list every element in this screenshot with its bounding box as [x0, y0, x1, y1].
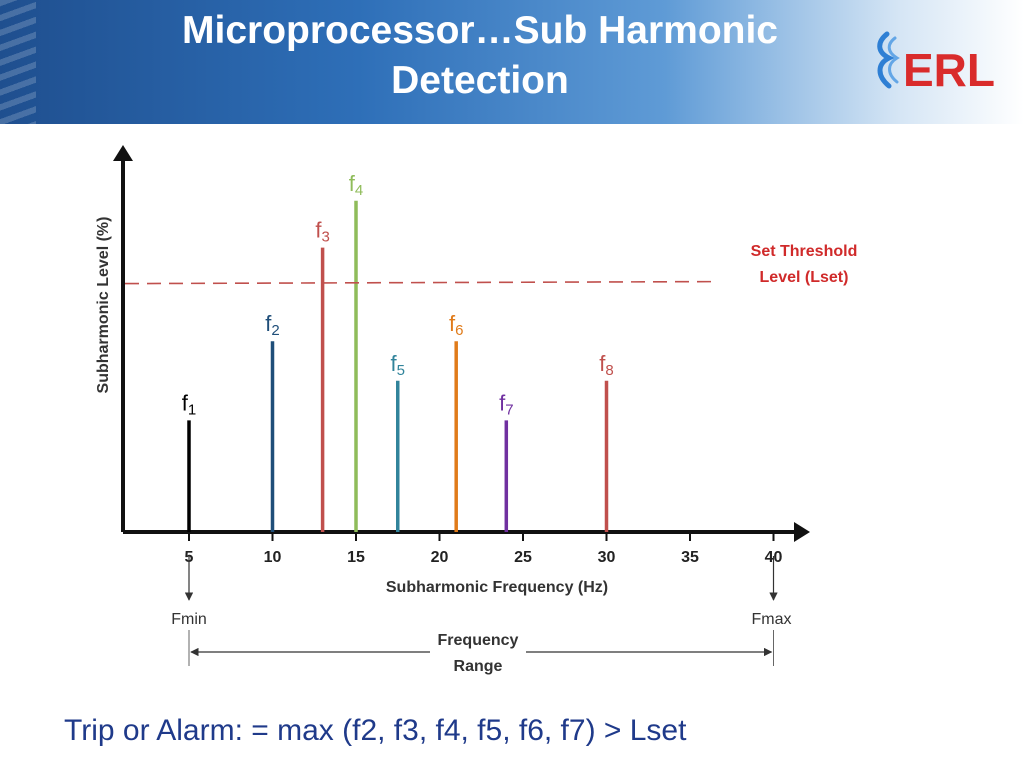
slide-title-line-1: Microprocessor…Sub Harmonic — [182, 9, 778, 52]
x-tick-label: 25 — [514, 549, 532, 566]
range-label-line-1: Frequency — [438, 632, 519, 649]
frequency-range-group: Fmin Fmax Frequency Range — [171, 556, 792, 675]
bar-label-f3: f3 — [315, 218, 329, 246]
bar-label-f1: f1 — [182, 390, 196, 418]
fmax-label: Fmax — [752, 611, 792, 628]
bar-label-f4: f4 — [349, 171, 363, 199]
x-tick-label: 20 — [431, 549, 449, 566]
y-axis-title: Subharmonic Level (%) — [95, 217, 112, 394]
logo-swoosh-icon — [877, 31, 895, 89]
x-tick-label: 10 — [264, 549, 282, 566]
threshold-label-line-2: Level (Lset) — [760, 269, 849, 286]
x-axis-arrow-icon — [794, 522, 810, 542]
threshold-line — [124, 280, 716, 285]
header-decoration — [0, 0, 36, 124]
logo-text: ERL — [903, 44, 995, 96]
erl-logo: ERL — [877, 31, 995, 96]
x-tick-label: 15 — [347, 549, 365, 566]
trip-alarm-formula: Trip or Alarm: = max (f2, f3, f4, f5, f6… — [64, 714, 687, 747]
bar-label-f7: f7 — [499, 390, 513, 418]
threshold-label-line-1: Set Threshold — [751, 243, 858, 260]
slide-title-line-2: Detection — [391, 59, 569, 102]
fmin-label: Fmin — [171, 611, 207, 628]
slide-title: Microprocessor…Sub Harmonic Detection — [90, 6, 870, 106]
y-axis-arrow-icon — [113, 145, 133, 161]
slide-header: Microprocessor…Sub Harmonic Detection ER… — [0, 0, 1024, 124]
bar-label-f6: f6 — [449, 311, 463, 339]
x-axis-title: Subharmonic Frequency (Hz) — [386, 579, 608, 596]
x-tick-label: 35 — [681, 549, 699, 566]
bar-label-f5: f5 — [391, 351, 405, 379]
chart-axes: 510152025303540 — [113, 145, 810, 566]
bar-label-f2: f2 — [265, 311, 279, 339]
bar-label-f8: f8 — [599, 351, 613, 379]
threshold-group: Set Threshold Level (Lset) — [124, 243, 858, 286]
range-label-line-2: Range — [454, 658, 503, 675]
x-tick-label: 30 — [598, 549, 616, 566]
chart-bars: f1 f2 f3 f4 f5 f6 f7 f8 — [182, 171, 614, 532]
